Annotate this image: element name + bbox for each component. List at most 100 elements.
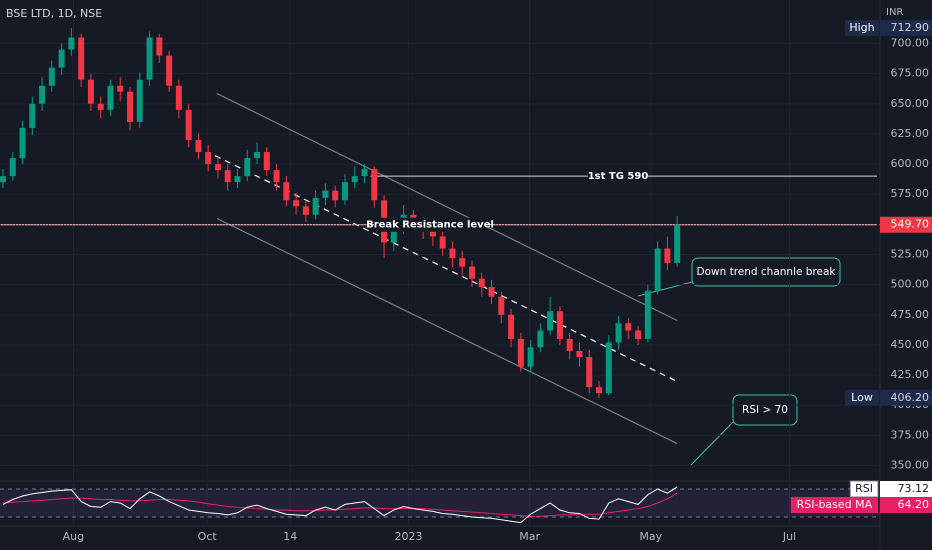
candle-body (254, 152, 261, 159)
candle-body (39, 85, 46, 104)
candle-body (439, 236, 446, 249)
marker-name: Low (851, 391, 873, 404)
candle-body (556, 311, 563, 339)
candle-body (625, 323, 632, 331)
candle-body (283, 182, 290, 201)
marker-name: High (849, 21, 874, 34)
last-price-bg (880, 216, 932, 233)
candle-body (459, 258, 466, 267)
rsi-name: RSI-based MA (797, 498, 873, 511)
annotation-bg (374, 217, 486, 232)
y-tick-label: 675.00 (891, 67, 930, 80)
y-tick-label: 600.00 (891, 157, 930, 170)
candle-body (605, 342, 612, 394)
rsi-line (2, 486, 678, 524)
last-price-label: 549.70 (891, 218, 930, 231)
candle-body (547, 311, 554, 331)
candle-body (195, 139, 202, 153)
candle-body (68, 37, 75, 50)
rsi-name-bg (790, 497, 878, 513)
candle-body (263, 152, 270, 171)
candle-body (97, 103, 104, 110)
candle-body (508, 314, 515, 339)
candle-body (322, 190, 329, 198)
annotation-bg (588, 169, 648, 184)
annotation: 1st TG 590 (588, 171, 649, 182)
candle-body (390, 226, 397, 243)
candle-body (341, 182, 348, 201)
marker-label: 406.20 (891, 391, 930, 404)
candle-body (361, 168, 368, 177)
candle-body (488, 287, 495, 297)
candle-body (29, 103, 36, 128)
annotation: Break Resistance level (366, 220, 494, 231)
y-tick-label: 575.00 (891, 187, 930, 200)
candle-body (87, 79, 94, 104)
callout-text: Down trend channle break (696, 266, 836, 278)
callout-box (732, 394, 798, 426)
candle-body (586, 357, 593, 388)
rsi-value-bg (880, 481, 932, 497)
candle-body (48, 67, 55, 86)
marker-label: 712.90 (891, 21, 930, 34)
y-tick-label: 475.00 (891, 308, 930, 321)
rsi-value-bg (880, 497, 932, 513)
candle-body (635, 330, 642, 339)
candle-body (302, 206, 309, 215)
y-tick-label: 350.00 (891, 459, 930, 472)
callout-box (691, 257, 841, 287)
marker-name-bg (845, 19, 879, 36)
candle-body (644, 290, 651, 339)
candle-body (146, 37, 153, 80)
candle-body (107, 85, 114, 110)
y-tick-label: 525.00 (891, 248, 930, 261)
trendline (216, 217, 678, 445)
candle-body (244, 158, 251, 177)
candle-body (185, 109, 192, 140)
candle-body (205, 152, 212, 165)
candle-body (117, 85, 124, 92)
candle-body (615, 323, 622, 343)
x-tick-label: Mar (519, 530, 540, 543)
candle-body (478, 278, 485, 288)
x-tick-label: Jul (782, 530, 796, 543)
candle-body (351, 176, 358, 183)
y-tick-label: 500.00 (891, 278, 930, 291)
candle-body (127, 91, 134, 122)
candle-body (674, 224, 681, 263)
y-tick-label: 450.00 (891, 338, 930, 351)
candle-body (156, 37, 163, 56)
candle-body (537, 330, 544, 348)
chart-title: BSE LTD, 1D, NSE (6, 7, 102, 20)
candle-body (293, 200, 300, 207)
x-tick-label: Oct (198, 530, 218, 543)
candle-body (429, 230, 436, 237)
candle-body (312, 197, 319, 215)
candle-body (175, 85, 182, 110)
candle-body (166, 55, 173, 86)
candle-body (498, 296, 505, 315)
rsi-value: 73.12 (898, 482, 930, 495)
y-tick-label: 625.00 (891, 127, 930, 140)
trendline (216, 93, 678, 322)
candle-body (596, 387, 603, 394)
candle-body (527, 347, 534, 367)
candle-body (136, 79, 143, 122)
candle-body (0, 176, 6, 183)
candle-body (332, 190, 339, 201)
rsi-value: 64.20 (898, 498, 930, 511)
candle-body (576, 350, 583, 358)
candle-body (517, 338, 524, 367)
callout-text: RSI > 70 (742, 404, 788, 416)
x-tick-label: May (639, 530, 662, 543)
marker-name-bg (845, 389, 879, 406)
candle-body (273, 170, 280, 183)
candle-body (224, 170, 231, 183)
candle-body (449, 248, 456, 259)
currency-label: INR (886, 7, 903, 18)
y-tick-label: 700.00 (891, 37, 930, 50)
candle-body (9, 158, 16, 177)
candle-body (371, 168, 378, 201)
